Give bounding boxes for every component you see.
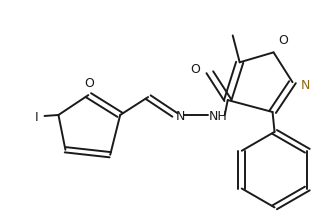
Text: I: I [35,111,38,124]
Text: NH: NH [209,110,227,124]
Text: O: O [190,63,200,76]
Text: N: N [176,110,185,124]
Text: O: O [84,77,94,90]
Text: N: N [300,79,310,92]
Text: O: O [278,34,288,47]
